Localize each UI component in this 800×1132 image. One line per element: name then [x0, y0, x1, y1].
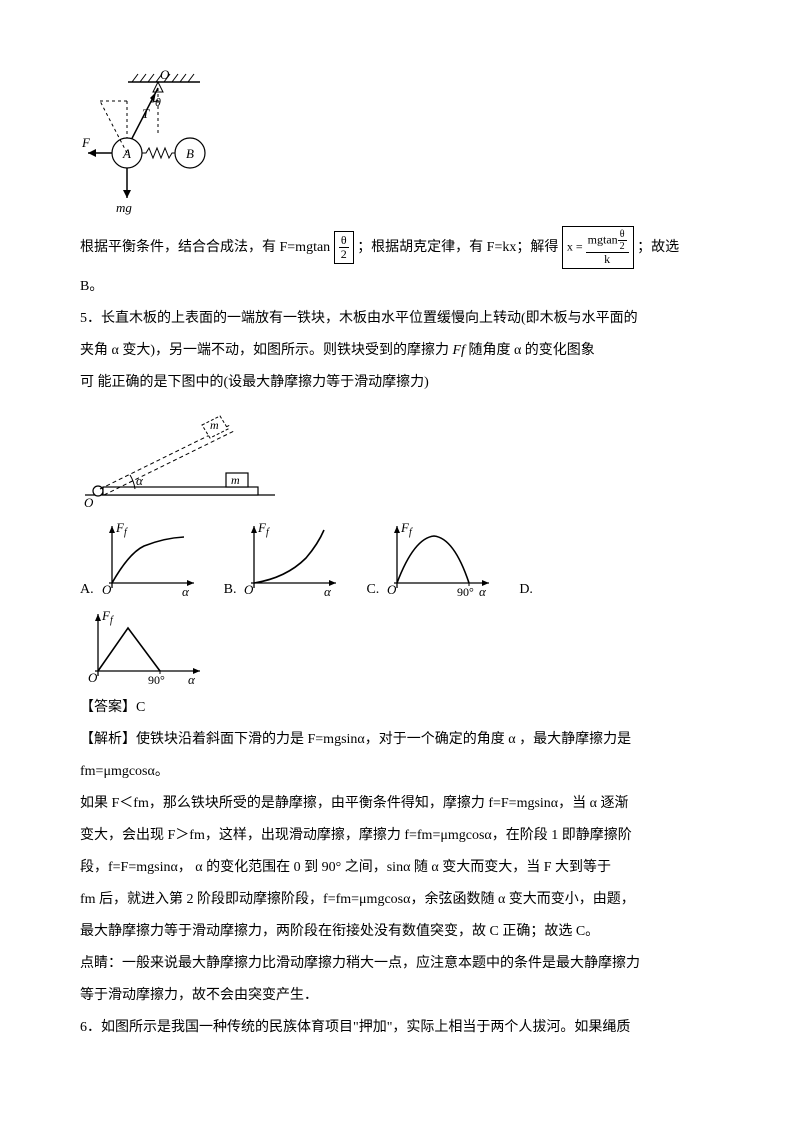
svg-text:m: m [210, 418, 219, 432]
q5-expl-3: 变大，会出现 F＞fm，这样，出现滑动摩擦，摩擦力 f=fm=μmgcosα，在… [80, 822, 720, 850]
q5-option-a: A. Ff O α [80, 518, 204, 598]
label-T: T [142, 106, 150, 121]
q5-option-d: Ff O 90° α [80, 606, 720, 686]
q5-expl-5: fm 后，就进入第 2 阶段即动摩擦阶段，f=fm=μmgcosα，余弦函数随 … [80, 886, 720, 914]
q5-expl-8: 等于滑动摩擦力，故不会由突变产生． [80, 982, 720, 1010]
svg-text:O: O [244, 582, 254, 597]
q5-option-b: B. Ff O α [224, 518, 347, 598]
q4-eq-suffix: ；故选 [637, 240, 679, 255]
label-O5: O [84, 495, 94, 510]
q5-expl-0: 【解析】使铁块沿着斜面下滑的力是 F=mgsinα，对于一个确定的角度 α ，最… [80, 726, 720, 754]
svg-text:Ff: Ff [257, 520, 270, 538]
q6-number: 6． [80, 1020, 101, 1035]
svg-text:Ff: Ff [115, 520, 128, 538]
q6-stem: 6．如图所示是我国一种传统的民族体育项目"押加"，实际上相当于两个人拔河。如果绳… [80, 1014, 720, 1042]
q5-expl-4: 段，f=F=mgsinα， α 的变化范围在 0 到 90° 之间，sinα 随… [80, 854, 720, 882]
q5-expl-7: 点睛：一般来说最大静摩擦力比滑动摩擦力稍大一点，应注意本题中的条件是最大静摩擦力 [80, 950, 720, 978]
q5-number: 5． [80, 311, 101, 326]
svg-text:Ff: Ff [400, 520, 413, 538]
label-F: F [81, 135, 91, 150]
q5-expl-1: fm=μmgcosα。 [80, 758, 720, 786]
q4-eq-prefix: 根据平衡条件，结合合成法，有 F=mgtan [80, 240, 330, 255]
label-mg: mg [116, 200, 132, 215]
q4-eq-mid: ；根据胡克定律，有 F=kx；解得 [357, 240, 558, 255]
svg-text:90°: 90° [148, 673, 165, 686]
svg-text:α: α [182, 584, 190, 598]
q4-force-diagram: O θ T A B F [80, 68, 720, 218]
q4-x-solution-box: x = mgtanθ2 k [562, 226, 634, 269]
q5-option-c: C. Ff O 90° α [366, 518, 499, 598]
svg-text:m: m [231, 473, 240, 487]
q5-answer: 【答案】C [80, 694, 720, 722]
label-A: A [122, 146, 131, 161]
label-O: O [160, 68, 170, 82]
q4-equation-line: 根据平衡条件，结合合成法，有 F=mgtan θ2 ；根据胡克定律，有 F=kx… [80, 226, 720, 269]
svg-text:90°: 90° [457, 585, 474, 598]
q5-options-row1: A. Ff O α B. Ff O α [80, 518, 720, 598]
q5-expl-2: 如果 F＜fm，那么铁块所受的是静摩擦，由平衡条件得知，摩擦力 f=F=mgsi… [80, 790, 720, 818]
svg-text:O: O [88, 670, 98, 685]
q5-stem-line2: 夹角 α 变大)，另一端不动，如图所示。则铁块受到的摩擦力 Ff 随角度 α 的… [80, 337, 720, 365]
svg-text:O: O [387, 582, 397, 597]
svg-text:α: α [479, 584, 487, 598]
svg-text:α: α [188, 672, 196, 686]
q5-option-d-label: D. [519, 582, 533, 598]
label-alpha: α [136, 473, 144, 488]
q4-small-frac-theta: θ2 [334, 231, 354, 264]
q5-setup-diagram: O m m α [80, 405, 720, 510]
q4-answer-b: B。 [80, 273, 720, 301]
svg-text:O: O [102, 582, 112, 597]
svg-text:Ff: Ff [101, 608, 114, 626]
q5-expl-6: 最大静摩擦力等于滑动摩擦力，两阶段在衔接处没有数值突变，故 C 正确；故选 C。 [80, 918, 720, 946]
svg-text:α: α [324, 584, 332, 598]
q5-stem-line3: 可 能正确的是下图中的(设最大静摩擦力等于滑动摩擦力) [80, 369, 720, 397]
q5-stem-line1: 5．长直木板的上表面的一端放有一铁块，木板由水平位置缓慢向上转动(即木板与水平面… [80, 305, 720, 333]
label-B: B [186, 146, 194, 161]
